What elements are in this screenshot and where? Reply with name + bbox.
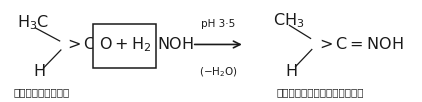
Text: $\mathrm{>C=}$: $\mathrm{>C=}$ <box>64 36 111 52</box>
Text: $(\mathrm{-H_2O})$: $(\mathrm{-H_2O})$ <box>199 65 238 79</box>
Text: $\mathrm{H}$: $\mathrm{H}$ <box>285 63 298 79</box>
Text: $\mathrm{NOH}$: $\mathrm{NOH}$ <box>157 36 194 52</box>
Text: $\mathrm{>C=NOH}$: $\mathrm{>C=NOH}$ <box>316 36 403 52</box>
Text: $\mathrm{H_3C}$: $\mathrm{H_3C}$ <box>17 13 49 32</box>
Text: pH 3·5: pH 3·5 <box>201 19 235 29</box>
Text: $\mathrm{H}$: $\mathrm{H}$ <box>33 63 46 79</box>
Text: एसीटेल्डोक्सिम: एसीटेल्डोक्सिम <box>276 87 364 97</box>
Bar <box>93 24 157 68</box>
Text: $\mathrm{O + H_2}$: $\mathrm{O + H_2}$ <box>98 35 151 54</box>
Text: $\mathrm{CH_3}$: $\mathrm{CH_3}$ <box>273 11 305 30</box>
Text: एल्डिहाइड: एल्डिहाइड <box>13 87 70 97</box>
